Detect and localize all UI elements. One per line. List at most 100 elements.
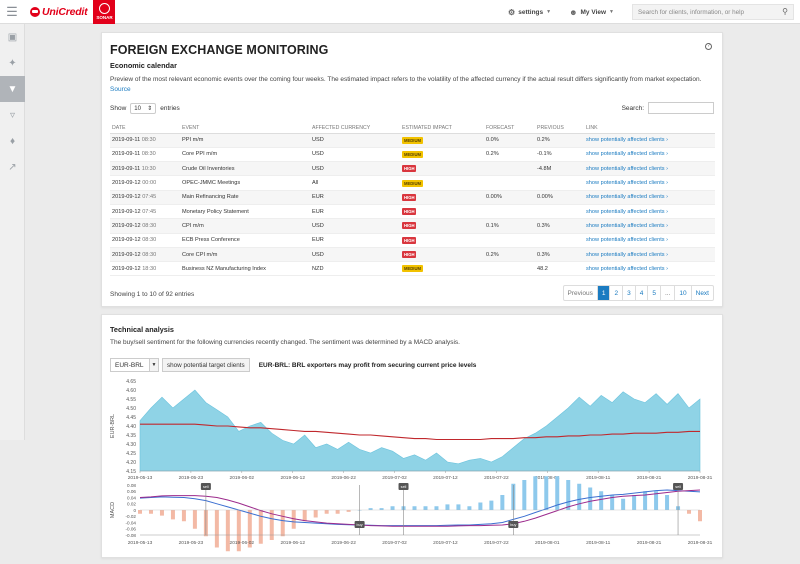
macd-x-tick-label: 2019-08-11: [586, 540, 611, 546]
top-bar: ☰ UniCredit SONAR ⚙ settings ▼ ☻ My View…: [0, 0, 800, 24]
cell-date: 2019-09-12 00:00: [110, 175, 180, 191]
y-tick-label: 4.25: [126, 451, 136, 457]
cell-forecast: 0.0%: [484, 133, 535, 148]
macd-histogram-bar: [269, 510, 274, 540]
time-value: 18:30: [142, 265, 157, 272]
pagination-page[interactable]: 2: [609, 286, 622, 300]
calendar-description-text: Preview of the most relevant economic ev…: [110, 76, 702, 83]
affected-clients-link[interactable]: show potentially affected clients ›: [586, 151, 668, 157]
chevron-right-icon: ›: [666, 208, 669, 215]
column-header-impact[interactable]: ESTIMATED IMPACT: [400, 123, 484, 134]
price-area: [139, 389, 701, 472]
cell-impact: HIGH: [400, 161, 484, 177]
affected-clients-link-text: show potentially affected clients: [586, 222, 665, 229]
macd-histogram-bar: [654, 491, 659, 510]
page-title: FOREIGN EXCHANGE MONITORING: [110, 43, 329, 57]
macd-x-tick-label: 2019-08-21: [637, 540, 662, 546]
technical-controls: EUR-BRL ▼ show potential target clients …: [110, 358, 476, 372]
pagination-previous[interactable]: Previous: [567, 289, 593, 297]
entries-select[interactable]: 10 ⇕: [130, 103, 157, 114]
macd-histogram-bar: [621, 498, 626, 510]
bell-icon: ♦: [9, 135, 16, 147]
show-label: Show: [110, 105, 127, 112]
affected-clients-link[interactable]: show potentially affected clients ›: [586, 266, 668, 272]
sidebar-item-fx-monitoring[interactable]: ▼: [0, 76, 25, 102]
pagination-page[interactable]: 10: [674, 286, 690, 300]
pagination-page[interactable]: 3: [622, 286, 635, 300]
column-header-date[interactable]: DATE: [110, 123, 180, 134]
affected-clients-link[interactable]: show potentially affected clients ›: [586, 137, 668, 143]
x-tick-label: 2019-06-02: [230, 475, 255, 481]
table-search-input[interactable]: [648, 102, 714, 114]
sidebar-item-filter[interactable]: ▿: [0, 102, 25, 128]
cell-link: show potentially affected clients ›: [584, 261, 715, 277]
cell-forecast: 0.2%: [484, 247, 535, 263]
signal-flag: [354, 521, 365, 528]
search-icon[interactable]: ⚲: [782, 7, 788, 16]
cell-previous: [535, 204, 584, 220]
pagination-page[interactable]: 5: [647, 286, 660, 300]
column-header-event[interactable]: EVENT: [180, 123, 310, 134]
macd-histogram-bar: [687, 510, 692, 514]
cell-date: 2019-09-11 10:30: [110, 161, 180, 177]
macd-histogram-bar: [555, 476, 560, 510]
sidebar-item-alerts[interactable]: ♦: [0, 128, 25, 154]
cell-link: show potentially affected clients ›: [584, 147, 715, 163]
chevron-down-icon: ▼: [546, 9, 552, 15]
table-info: Showing 1 to 10 of 92 entries: [110, 291, 195, 298]
macd-histogram-bar: [500, 495, 505, 510]
time-value: 08:30: [142, 222, 157, 229]
column-header-previous[interactable]: PREVIOUS: [535, 123, 584, 134]
brand-logo[interactable]: UniCredit: [30, 0, 88, 24]
my-view-button[interactable]: ☻ My View ▼: [569, 8, 614, 17]
macd-histogram-bar: [335, 510, 340, 514]
macd-x-tick-label: 2019-06-12: [280, 540, 305, 546]
cell-impact: HIGH: [400, 204, 484, 220]
affected-clients-link[interactable]: show potentially affected clients ›: [586, 252, 668, 258]
affected-clients-link[interactable]: show potentially affected clients ›: [586, 194, 668, 200]
cell-date: 2019-09-12 18:30: [110, 261, 180, 277]
macd-y-tick-label: -0.08: [126, 533, 137, 538]
affected-clients-link-text: show potentially affected clients: [586, 180, 665, 187]
affected-clients-link[interactable]: show potentially affected clients ›: [586, 223, 668, 229]
global-search-input[interactable]: Search for clients, information, or help…: [632, 4, 794, 20]
macd-line: [139, 489, 701, 527]
settings-button[interactable]: ⚙ settings ▼: [508, 8, 551, 17]
macd-histogram-bar: [302, 510, 307, 522]
cell-event: Business NZ Manufacturing Index: [180, 261, 310, 277]
sidebar-item-dashboard[interactable]: ▣: [0, 24, 25, 50]
affected-clients-link[interactable]: show potentially affected clients ›: [586, 209, 668, 215]
cell-impact: MEDIUM: [400, 175, 484, 191]
column-header-currency[interactable]: AFFECTED CURRENCY: [310, 123, 400, 134]
chevron-down-icon: ▼: [149, 359, 158, 371]
affected-clients-link-text: show potentially affected clients: [586, 265, 665, 272]
sidebar-item-trends[interactable]: ↗: [0, 154, 25, 180]
search-placeholder: Search for clients, information, or help: [638, 8, 745, 16]
column-header-forecast[interactable]: FORECAST: [484, 123, 535, 134]
chevron-right-icon: ›: [666, 265, 669, 272]
affected-clients-link[interactable]: show potentially affected clients ›: [586, 180, 668, 186]
pagination-page[interactable]: 4: [634, 286, 648, 300]
affected-clients-link[interactable]: show potentially affected clients ›: [586, 237, 668, 243]
macd-y-tick-label: -0.06: [126, 527, 137, 532]
signal-flag: [398, 483, 409, 490]
macd-histogram-bar: [225, 510, 230, 552]
menu-icon[interactable]: ☰: [6, 3, 18, 19]
show-target-clients-button[interactable]: show potential target clients: [162, 358, 250, 372]
help-icon[interactable]: ?: [705, 43, 712, 50]
macd-histogram-bar: [566, 480, 571, 510]
macd-histogram-bar: [445, 504, 450, 510]
affected-clients-link[interactable]: show potentially affected clients ›: [586, 166, 668, 172]
currency-pair-select[interactable]: EUR-BRL ▼: [110, 358, 159, 372]
column-header-link[interactable]: LINK: [584, 123, 715, 134]
affected-clients-link-text: show potentially affected clients: [586, 165, 665, 172]
sidebar-item-pins[interactable]: ✦: [0, 50, 25, 76]
sonar-logo[interactable]: SONAR: [93, 0, 116, 24]
cell-event: Core PPI m/m: [180, 147, 310, 163]
pagination-page[interactable]: 1: [596, 286, 610, 300]
pagination-next[interactable]: Next: [690, 286, 713, 300]
impact-badge: HIGH: [402, 208, 417, 216]
macd-histogram-bar: [577, 483, 582, 510]
source-link[interactable]: Source: [110, 86, 131, 93]
macd-y-tick-label: 0.06: [127, 489, 136, 494]
